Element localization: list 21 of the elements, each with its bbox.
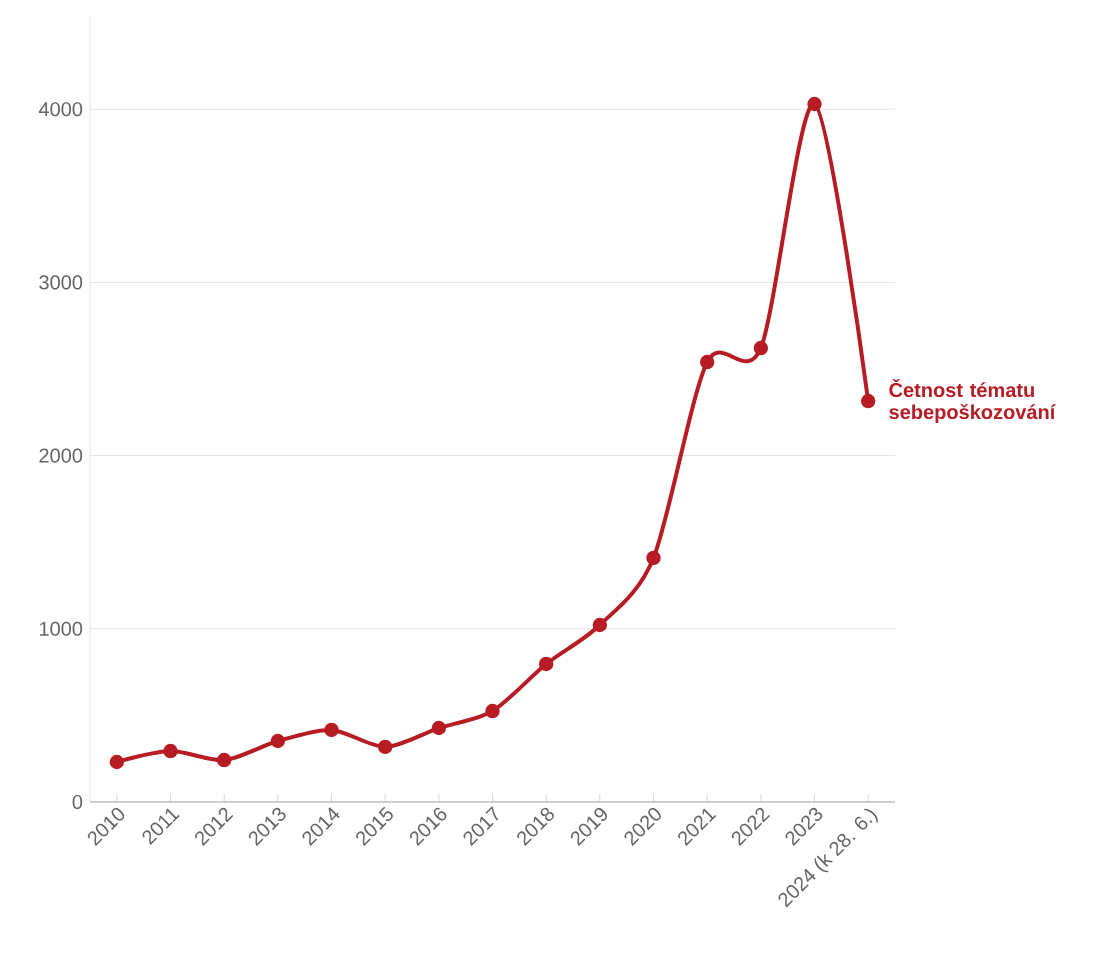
point bbox=[324, 722, 339, 738]
point bbox=[485, 703, 500, 719]
y-tick-label: 3000 bbox=[39, 275, 83, 290]
point bbox=[646, 550, 661, 566]
y-tick-label: 0 bbox=[72, 794, 83, 810]
point bbox=[431, 720, 447, 736]
y-tick-label: 4000 bbox=[38, 102, 83, 117]
point bbox=[807, 96, 822, 112]
y-tick-label: 1000 bbox=[39, 621, 83, 636]
point bbox=[699, 354, 715, 370]
y-tick-label: 2000 bbox=[39, 448, 83, 463]
point bbox=[163, 743, 178, 759]
point bbox=[753, 340, 769, 356]
point bbox=[538, 656, 554, 672]
point bbox=[592, 617, 608, 633]
point bbox=[109, 754, 125, 770]
point bbox=[270, 733, 286, 749]
series-label: Četnost tématu sebepoškozování bbox=[889, 378, 1056, 424]
point bbox=[860, 393, 876, 409]
point bbox=[216, 752, 232, 768]
point bbox=[377, 739, 393, 755]
